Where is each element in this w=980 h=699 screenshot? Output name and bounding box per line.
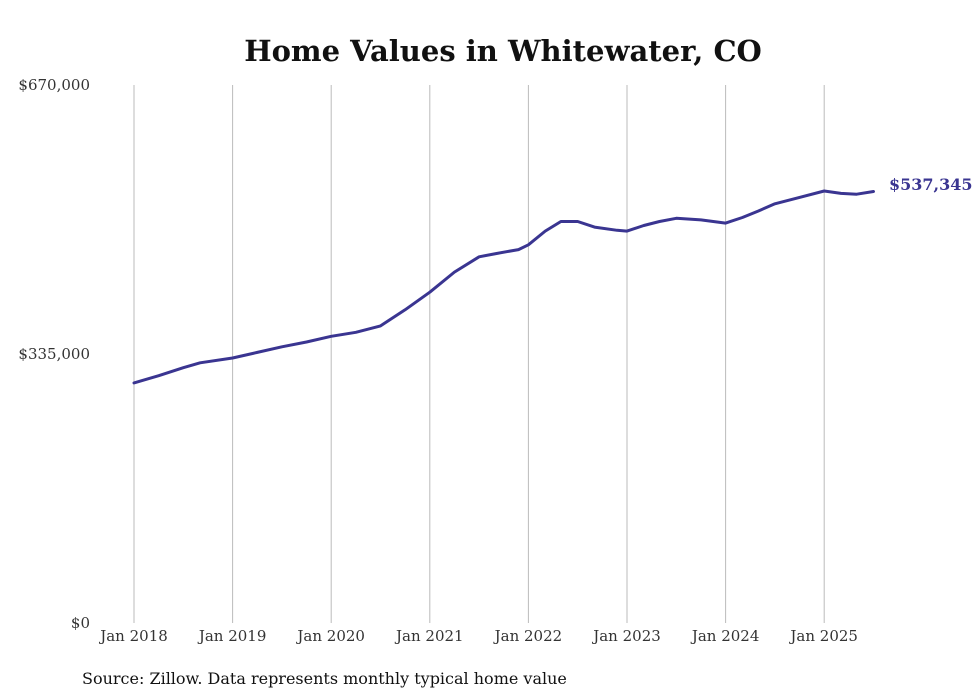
y-axis-ticks: $0 $335,000 $670,000: [18, 76, 90, 632]
x-tick-label: Jan 2018: [98, 627, 168, 645]
y-tick-label: $335,000: [18, 345, 90, 363]
latest-value-label: $537,345: [889, 175, 973, 194]
x-tick-label: Jan 2021: [394, 627, 464, 645]
x-tick-label: Jan 2019: [197, 627, 267, 645]
source-note: Source: Zillow. Data represents monthly …: [82, 669, 567, 688]
home-value-line: [132, 189, 875, 385]
x-tick-label: Jan 2020: [295, 627, 365, 645]
y-tick-label: $670,000: [18, 76, 90, 94]
x-tick-label: Jan 2024: [690, 627, 760, 645]
gridlines: [133, 85, 825, 623]
chart-title: Home Values in Whitewater, CO: [244, 34, 762, 68]
y-tick-label: $0: [71, 614, 90, 632]
x-tick-label: Jan 2023: [591, 627, 661, 645]
x-tick-label: Jan 2025: [788, 627, 858, 645]
x-tick-label: Jan 2022: [493, 627, 563, 645]
x-axis-ticks: Jan 2018 Jan 2019 Jan 2020 Jan 2021 Jan 2022…: [98, 627, 858, 645]
